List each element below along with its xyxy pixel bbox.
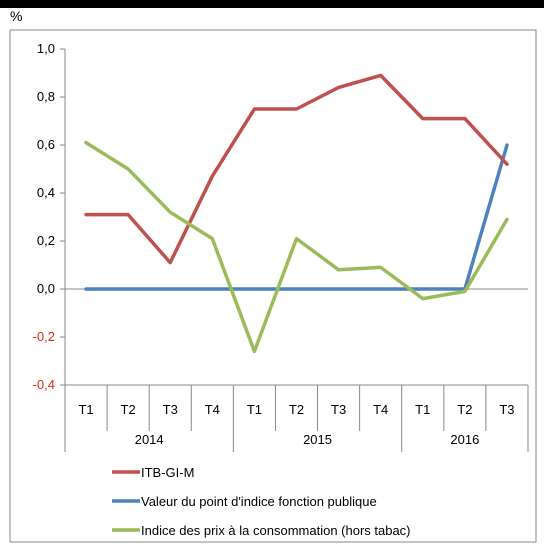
x-tick-label: T1 bbox=[415, 402, 430, 417]
y-tick-label: 1,0 bbox=[37, 41, 55, 56]
legend-label: ITB-GI-M bbox=[141, 465, 194, 480]
x-tick-label: T3 bbox=[499, 402, 514, 417]
x-tick-label: T3 bbox=[331, 402, 346, 417]
x-tick-label: T4 bbox=[373, 402, 388, 417]
x-tick-label: T2 bbox=[457, 402, 472, 417]
series-line-0 bbox=[84, 73, 509, 265]
chart-frame bbox=[9, 29, 537, 543]
y-tick-label: -0,2 bbox=[33, 329, 55, 344]
legend-label: Valeur du point d'indice fonction publiq… bbox=[141, 494, 377, 509]
y-tick-label: 0,8 bbox=[37, 89, 55, 104]
x-tick-label: T1 bbox=[247, 402, 262, 417]
y-tick-label: 0,0 bbox=[37, 281, 55, 296]
x-tick-label: T1 bbox=[78, 402, 93, 417]
x-tick-label: T3 bbox=[163, 402, 178, 417]
x-tick-label: T4 bbox=[205, 402, 220, 417]
group-label: 2014 bbox=[135, 432, 164, 447]
series-line-1 bbox=[84, 143, 509, 291]
y-tick-label: -0,4 bbox=[33, 377, 55, 392]
y-tick-label: 0,2 bbox=[37, 233, 55, 248]
group-label: 2015 bbox=[303, 432, 332, 447]
legend-label: Indice des prix à la consommation (hors … bbox=[141, 523, 411, 538]
y-axis-unit: % bbox=[10, 8, 23, 24]
x-tick-label: T2 bbox=[289, 402, 304, 417]
x-tick-label: T2 bbox=[121, 402, 136, 417]
y-tick-label: 0,4 bbox=[37, 185, 55, 200]
group-label: 2016 bbox=[450, 432, 479, 447]
series-line-2 bbox=[84, 140, 509, 354]
y-tick-label: 0,6 bbox=[37, 137, 55, 152]
top-banner bbox=[0, 0, 544, 8]
